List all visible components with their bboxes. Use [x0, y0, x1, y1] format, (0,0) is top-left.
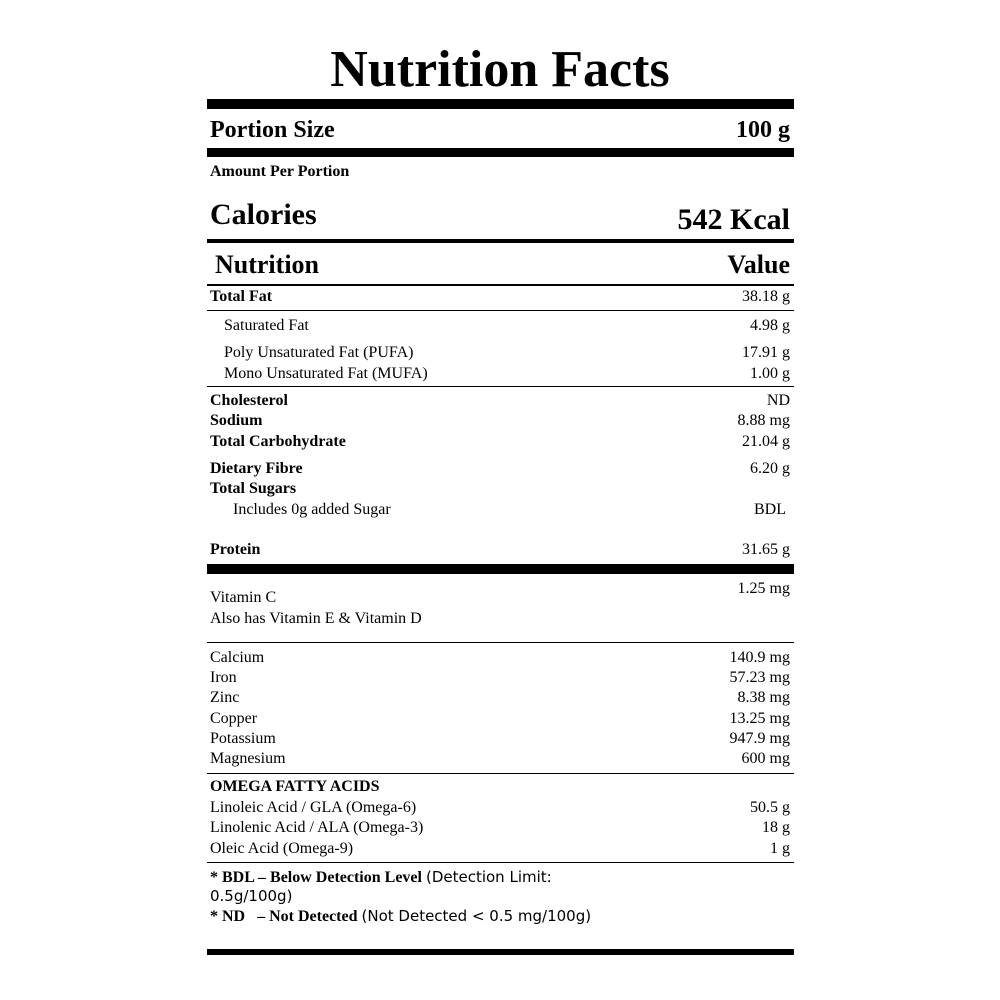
nutrient-label: Total Sugars: [210, 480, 297, 497]
omega-row: Linolenic Acid / ALA (Omega-3) 18 g: [210, 818, 790, 838]
portion-size-row: Portion Size 100 g: [210, 115, 790, 145]
nutrient-value: 8.88 mg: [737, 412, 790, 429]
divider: [207, 949, 794, 955]
omega-row: Oleic Acid (Omega-9) 1 g: [210, 839, 790, 859]
footnote-nd: * ND – Not Detected (Not Detected < 0.5 …: [210, 906, 790, 926]
footnote-bdl-cont: 0.5g/100g): [210, 886, 790, 906]
mineral-label: Zinc: [210, 689, 240, 706]
nutrient-label: Total Carbohydrate: [210, 433, 346, 450]
calories-row: Calories 542 Kcal: [210, 197, 790, 237]
footnote-bdl-term: * BDL – Below Detection Level: [210, 869, 422, 886]
nutrient-row: Includes 0g added Sugar BDL: [210, 500, 790, 520]
nutrient-row: Total Carbohydrate 21.04 g: [210, 432, 790, 452]
nutrient-value: 31.65 g: [742, 541, 790, 558]
nutrient-label: Saturated Fat: [224, 317, 309, 334]
divider: [207, 386, 794, 387]
mineral-row: Potassium 947.9 mg: [210, 729, 790, 749]
omega-value: 50.5 g: [750, 799, 790, 816]
amount-per-portion-label: Amount Per Portion: [210, 163, 350, 180]
omega-heading-label: OMEGA FATTY ACIDS: [210, 778, 380, 795]
page-title: Nutrition Facts: [330, 41, 670, 98]
mineral-value: 8.38 mg: [737, 689, 790, 706]
nutrient-value: 21.04 g: [742, 433, 790, 450]
mineral-row: Zinc 8.38 mg: [210, 688, 790, 708]
vitamin-row: Vitamin C 1.25 mg: [210, 580, 790, 608]
divider: [207, 99, 794, 109]
nutrient-row: Sodium 8.88 mg: [210, 411, 790, 431]
nutrient-value: BDL: [754, 501, 786, 518]
mineral-value: 140.9 mg: [729, 649, 790, 666]
portion-size-label: Portion Size: [210, 117, 335, 143]
divider: [207, 773, 794, 774]
mineral-label: Potassium: [210, 730, 276, 747]
vitamin-row: Also has Vitamin E & Vitamin D: [210, 609, 790, 629]
omega-label: Oleic Acid (Omega-9): [210, 840, 354, 857]
nutrient-row: Cholesterol ND: [210, 391, 790, 411]
mineral-row: Calcium 140.9 mg: [210, 648, 790, 668]
nutrient-label: Includes 0g added Sugar: [233, 501, 391, 518]
nutrient-row: Saturated Fat 4.98 g: [210, 316, 790, 336]
header-nutrition: Nutrition: [215, 250, 319, 279]
vitamin-value: 1.25 mg: [737, 580, 790, 597]
mineral-row: Magnesium 600 mg: [210, 749, 790, 769]
mineral-value: 13.25 mg: [729, 710, 790, 727]
nutrient-row: Poly Unsaturated Fat (PUFA) 17.91 g: [210, 343, 790, 363]
header-value: Value: [727, 250, 790, 279]
omega-row: Linoleic Acid / GLA (Omega-6) 50.5 g: [210, 798, 790, 818]
divider: [207, 642, 794, 643]
nutrient-row: Total Fat 38.18 g: [210, 287, 790, 307]
mineral-value: 57.23 mg: [729, 669, 790, 686]
omega-label: Linolenic Acid / ALA (Omega-3): [210, 819, 424, 836]
mineral-value: 947.9 mg: [729, 730, 790, 747]
nutrient-label: Cholesterol: [210, 392, 288, 409]
footnote-bdl-desc: (Detection Limit:: [425, 868, 552, 886]
nutrient-value: 4.98 g: [750, 317, 790, 334]
amount-per-portion: Amount Per Portion: [210, 162, 790, 182]
nutrient-value: 38.18 g: [742, 288, 790, 305]
nutrient-row: Total Sugars: [210, 479, 790, 499]
mineral-label: Calcium: [210, 649, 265, 666]
nutrient-row: Protein 31.65 g: [210, 540, 790, 560]
mineral-value: 600 mg: [741, 750, 790, 767]
omega-label: Linoleic Acid / GLA (Omega-6): [210, 799, 417, 816]
footnote-bdl: * BDL – Below Detection Level (Detection…: [210, 867, 790, 887]
divider: [207, 148, 794, 157]
omega-value: 18 g: [762, 819, 790, 836]
calories-label: Calories: [210, 198, 317, 231]
table-header: Nutrition Value: [210, 250, 790, 280]
mineral-label: Magnesium: [210, 750, 286, 767]
omega-heading: OMEGA FATTY ACIDS: [210, 777, 790, 797]
divider: [207, 564, 794, 574]
calories-value: 542 Kcal: [677, 203, 791, 236]
nutrient-value: ND: [766, 392, 790, 409]
mineral-row: Iron 57.23 mg: [210, 668, 790, 688]
nutrient-value: 1.00 g: [750, 365, 790, 382]
nutrient-label: Protein: [210, 541, 261, 558]
portion-size-value: 100 g: [736, 117, 790, 143]
divider: [207, 310, 794, 311]
nutrient-value: 6.20 g: [750, 460, 790, 477]
mineral-label: Copper: [210, 710, 258, 727]
footnote-bdl-desc-cont: 0.5g/100g): [210, 887, 293, 905]
nutrient-row: Dietary Fibre 6.20 g: [210, 459, 790, 479]
nutrient-label: Sodium: [210, 412, 263, 429]
nutrient-label: Poly Unsaturated Fat (PUFA): [224, 344, 414, 361]
nutrient-row: Mono Unsaturated Fat (MUFA) 1.00 g: [210, 364, 790, 384]
nutrient-label: Total Fat: [210, 288, 273, 305]
nutrient-value: 17.91 g: [742, 344, 790, 361]
divider: [207, 239, 794, 243]
footnote-nd-desc: (Not Detected < 0.5 mg/100g): [361, 907, 592, 925]
footnote-nd-term: * ND – Not Detected: [210, 908, 358, 925]
divider: [207, 284, 794, 286]
nutrient-label: Mono Unsaturated Fat (MUFA): [224, 365, 428, 382]
omega-value: 1 g: [770, 840, 790, 857]
mineral-label: Iron: [210, 669, 237, 686]
nutrient-label: Dietary Fibre: [210, 460, 303, 477]
vitamin-label: Vitamin C: [210, 589, 277, 606]
vitamin-label: Also has Vitamin E & Vitamin D: [210, 610, 422, 627]
mineral-row: Copper 13.25 mg: [210, 709, 790, 729]
divider: [207, 862, 794, 863]
